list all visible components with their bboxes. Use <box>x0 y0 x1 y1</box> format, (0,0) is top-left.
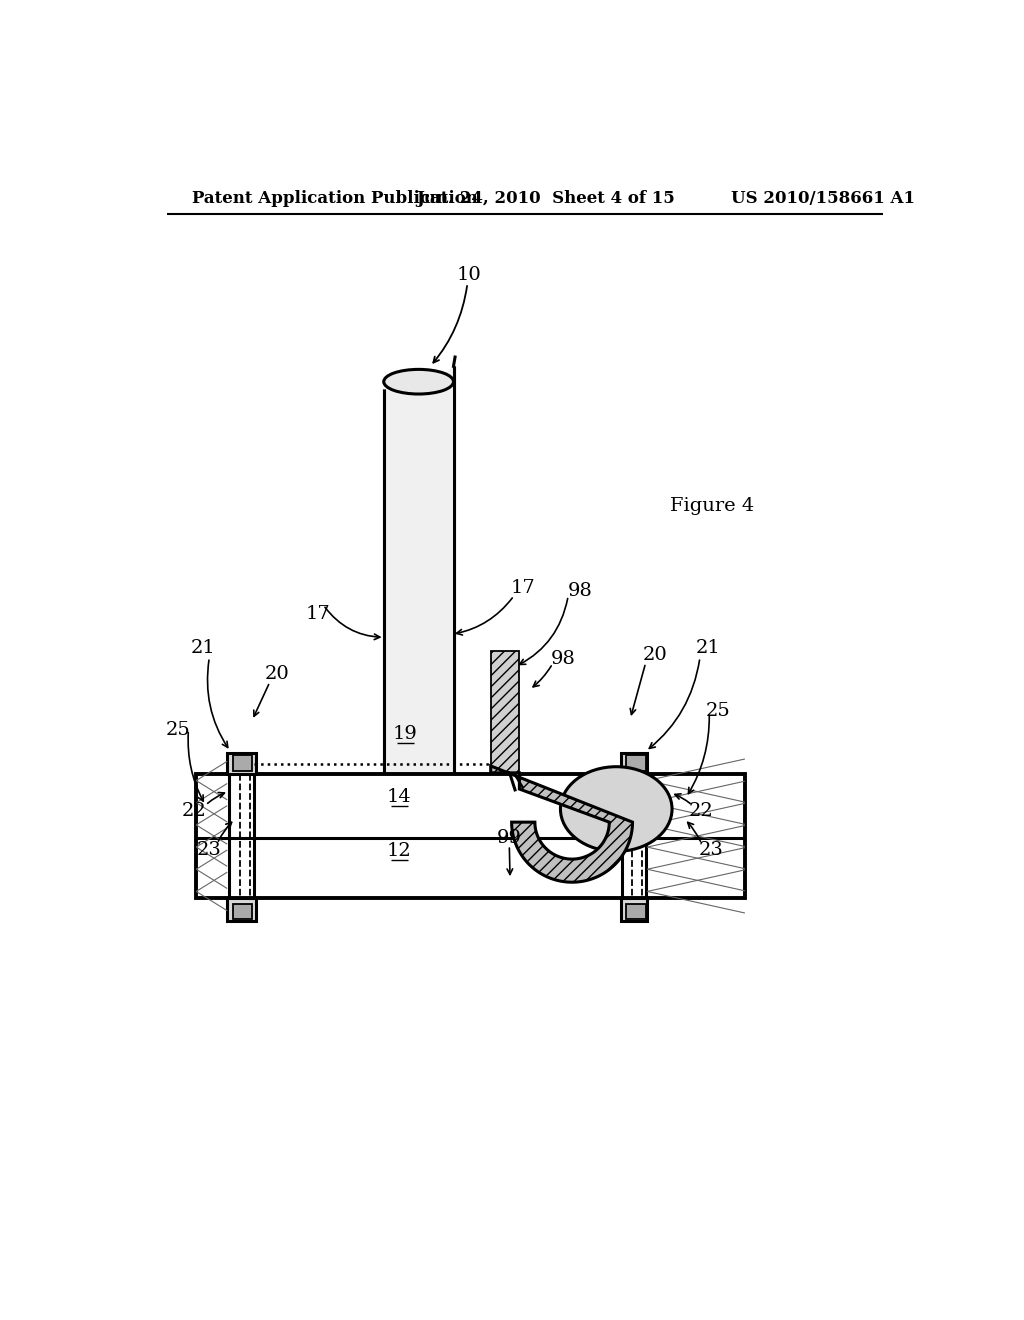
Text: Patent Application Publication: Patent Application Publication <box>191 190 477 207</box>
Bar <box>621 898 647 921</box>
Bar <box>232 755 252 771</box>
Text: 23: 23 <box>698 841 723 859</box>
Bar <box>490 651 519 775</box>
Text: 12: 12 <box>387 842 412 861</box>
Text: Figure 4: Figure 4 <box>671 498 755 515</box>
Text: 99: 99 <box>497 829 522 846</box>
Text: 21: 21 <box>695 639 720 657</box>
Text: 22: 22 <box>689 803 714 820</box>
Text: 17: 17 <box>305 606 331 623</box>
Text: 25: 25 <box>707 702 731 721</box>
Text: 98: 98 <box>551 649 575 668</box>
Bar <box>621 752 647 775</box>
Ellipse shape <box>560 767 672 851</box>
Text: 17: 17 <box>511 579 536 597</box>
Text: 25: 25 <box>165 721 190 739</box>
Bar <box>232 904 252 919</box>
Polygon shape <box>490 766 633 882</box>
Text: 22: 22 <box>181 803 206 820</box>
Text: 19: 19 <box>393 726 418 743</box>
Bar <box>627 755 646 771</box>
Text: 20: 20 <box>264 665 289 684</box>
Text: 20: 20 <box>643 645 668 664</box>
Text: 23: 23 <box>197 841 222 859</box>
Text: US 2010/158661 A1: US 2010/158661 A1 <box>731 190 915 207</box>
Bar <box>227 898 256 921</box>
Text: 14: 14 <box>387 788 412 807</box>
Text: 10: 10 <box>457 267 481 284</box>
Bar <box>227 752 256 775</box>
Text: 98: 98 <box>568 582 593 601</box>
Polygon shape <box>384 367 454 775</box>
Text: 21: 21 <box>190 639 215 657</box>
Bar <box>197 775 744 898</box>
Ellipse shape <box>384 370 454 395</box>
Bar <box>627 904 646 919</box>
Text: Jun. 24, 2010  Sheet 4 of 15: Jun. 24, 2010 Sheet 4 of 15 <box>417 190 675 207</box>
